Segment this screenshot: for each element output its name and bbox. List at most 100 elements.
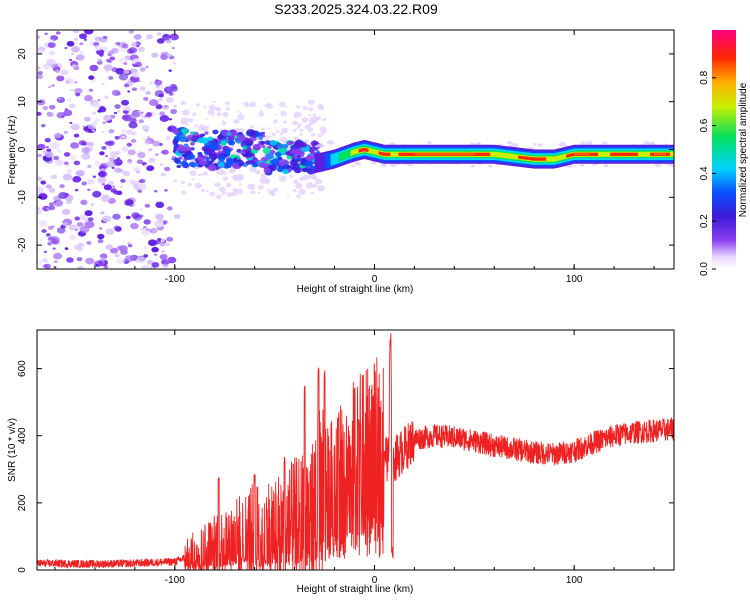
spectrogram-blob [109, 56, 116, 61]
colorbar-gradient [712, 30, 736, 269]
spectrogram-blob [81, 153, 91, 160]
spectrogram-blob [314, 178, 323, 185]
spectrogram-blob [317, 185, 325, 192]
spectrogram-blob [221, 121, 227, 126]
spectrogram-blob [261, 131, 265, 135]
spectrogram-blob [37, 35, 41, 39]
spectrogram-blob [97, 176, 107, 184]
spectrogram-blob [326, 140, 335, 145]
spectrogram-blob [168, 92, 174, 96]
spectrogram-blob [43, 250, 48, 254]
spectrogram-blob [83, 38, 88, 41]
spectrogram-blob [123, 105, 131, 111]
spectrogram-blob [299, 132, 303, 136]
snr-frame [36, 329, 675, 571]
spectrogram-blob [205, 157, 210, 161]
spectrogram-blob [160, 172, 166, 177]
spectrogram-blob [308, 107, 314, 112]
spectrogram-ridge-band [654, 153, 666, 156]
spectrogram-blob [187, 134, 193, 139]
spectrogram-blob [205, 190, 209, 193]
spectrogram-blob [159, 242, 166, 247]
spectrogram-blob [83, 147, 90, 152]
spectrogram-blob [97, 58, 103, 62]
spectrogram-blob [118, 73, 129, 81]
spectrogram-blob [249, 125, 254, 129]
spectrogram-blob [270, 158, 280, 166]
spectrogram-blob [173, 214, 181, 219]
spectrogram-blob [181, 153, 187, 157]
spectrogram-blob [151, 262, 160, 268]
spectrogram-blob [37, 208, 42, 215]
spectrogram-blob [180, 128, 188, 134]
spectrogram-blob [145, 112, 153, 117]
spectrogram-blob [96, 60, 103, 65]
colorbar-tick-label: 0.4 [699, 166, 710, 180]
spectrogram-blob [109, 151, 119, 158]
spectrogram-blob [222, 112, 229, 118]
spectrogram-blob [146, 165, 155, 172]
spectrogram-blob [301, 117, 309, 123]
spectrogram-blob [162, 222, 167, 225]
spectrogram-blob [127, 90, 131, 93]
snr-series-line [37, 333, 674, 570]
spectrogram-blob [104, 141, 109, 145]
spectrogram-blob [271, 132, 276, 137]
spectrogram-blob [108, 146, 112, 149]
spectrogram-blob [166, 236, 174, 242]
spectrogram-blob [429, 163, 432, 166]
spectrogram-blob [191, 173, 195, 176]
spectrogram-blob [144, 139, 151, 145]
spectrogram-blob [164, 166, 171, 172]
spectrogram-blob [48, 104, 56, 110]
spectrogram-blob [233, 157, 238, 161]
spectrogram-blob [101, 130, 105, 133]
spectrogram-blob [122, 170, 131, 177]
spectrogram-blob [124, 255, 134, 263]
spectrogram-blob [258, 136, 263, 140]
spectrogram-blob [37, 259, 42, 266]
spectrogram-blob [66, 40, 75, 47]
spectrogram-blob [64, 46, 68, 50]
spectrogram-blob [280, 110, 288, 117]
spectrogram-blob [132, 71, 141, 78]
spectrogram-blob [643, 140, 650, 145]
spectrogram-blob [96, 49, 105, 56]
spectrogram-blob [173, 179, 178, 183]
spectrogram-blob [121, 114, 129, 120]
spectrogram-blob [161, 250, 165, 253]
spectrogram-blob [154, 90, 164, 97]
spectrogram-blob [225, 182, 232, 188]
x-tick-label: 0 [372, 575, 378, 586]
spectrogram-blob [159, 253, 168, 260]
spectrogram-blob [90, 203, 94, 206]
spectrogram-blob [137, 46, 145, 52]
spectrogram-blob [137, 79, 141, 83]
spectrogram-blob [189, 131, 195, 135]
spectrogram-blob [309, 117, 318, 124]
spectrogram-blob [79, 226, 90, 234]
spectrogram-blob [54, 260, 58, 263]
spectrogram-blob [145, 90, 151, 95]
spectrogram-ridge-band [610, 152, 639, 156]
spectrogram-blob [113, 225, 122, 231]
spectrogram-blob [88, 75, 95, 80]
spectrogram-blob [604, 164, 609, 168]
spectrogram-blob [146, 135, 151, 138]
spectrogram-blob [278, 159, 288, 166]
spectrogram-blob [573, 165, 577, 168]
spectrogram-blob [310, 133, 316, 137]
x-tick-label: 0 [372, 274, 378, 285]
spectrogram-blob [56, 75, 65, 82]
spectrogram-blob [132, 132, 137, 136]
spectrogram-blob [319, 106, 323, 110]
spectrogram-blob [104, 154, 109, 158]
spectrogram-blob [156, 84, 160, 88]
spectrogram-blob [73, 160, 81, 166]
spectrogram-blob [488, 164, 493, 168]
spectrogram-blob [193, 162, 199, 167]
spectrogram-blob [166, 206, 173, 211]
spectrogram-blob [258, 111, 265, 117]
spectrogram-blob [48, 202, 55, 207]
spectrogram-blob [79, 42, 84, 46]
